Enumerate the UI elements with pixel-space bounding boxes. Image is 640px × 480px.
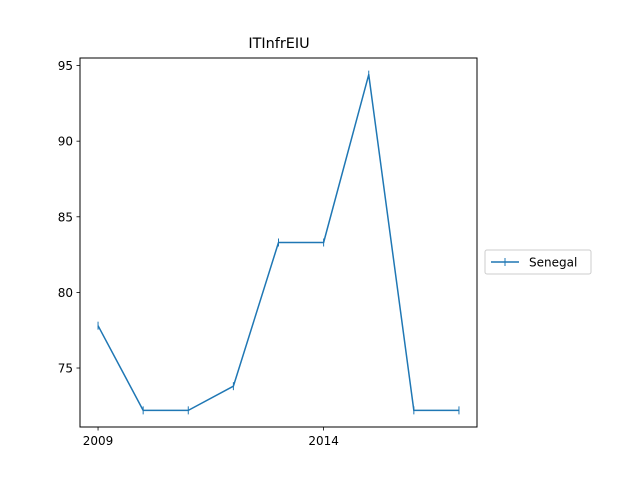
y-tick-label: 75 — [58, 362, 73, 376]
chart-title: ITInfrEIU — [248, 36, 309, 52]
y-tick-label: 80 — [58, 286, 73, 300]
plot-frame — [79, 57, 478, 428]
y-tick-label: 95 — [58, 59, 73, 73]
plot-area — [97, 70, 460, 415]
legend[interactable]: Senegal — [484, 249, 592, 275]
y-tick-label: 85 — [58, 210, 73, 224]
y-tick-label: 90 — [58, 135, 73, 149]
x-tick-label: 2014 — [308, 434, 339, 448]
legend-label: Senegal — [529, 256, 577, 270]
legend-box — [484, 249, 592, 275]
x-tick-label: 2009 — [83, 434, 114, 448]
